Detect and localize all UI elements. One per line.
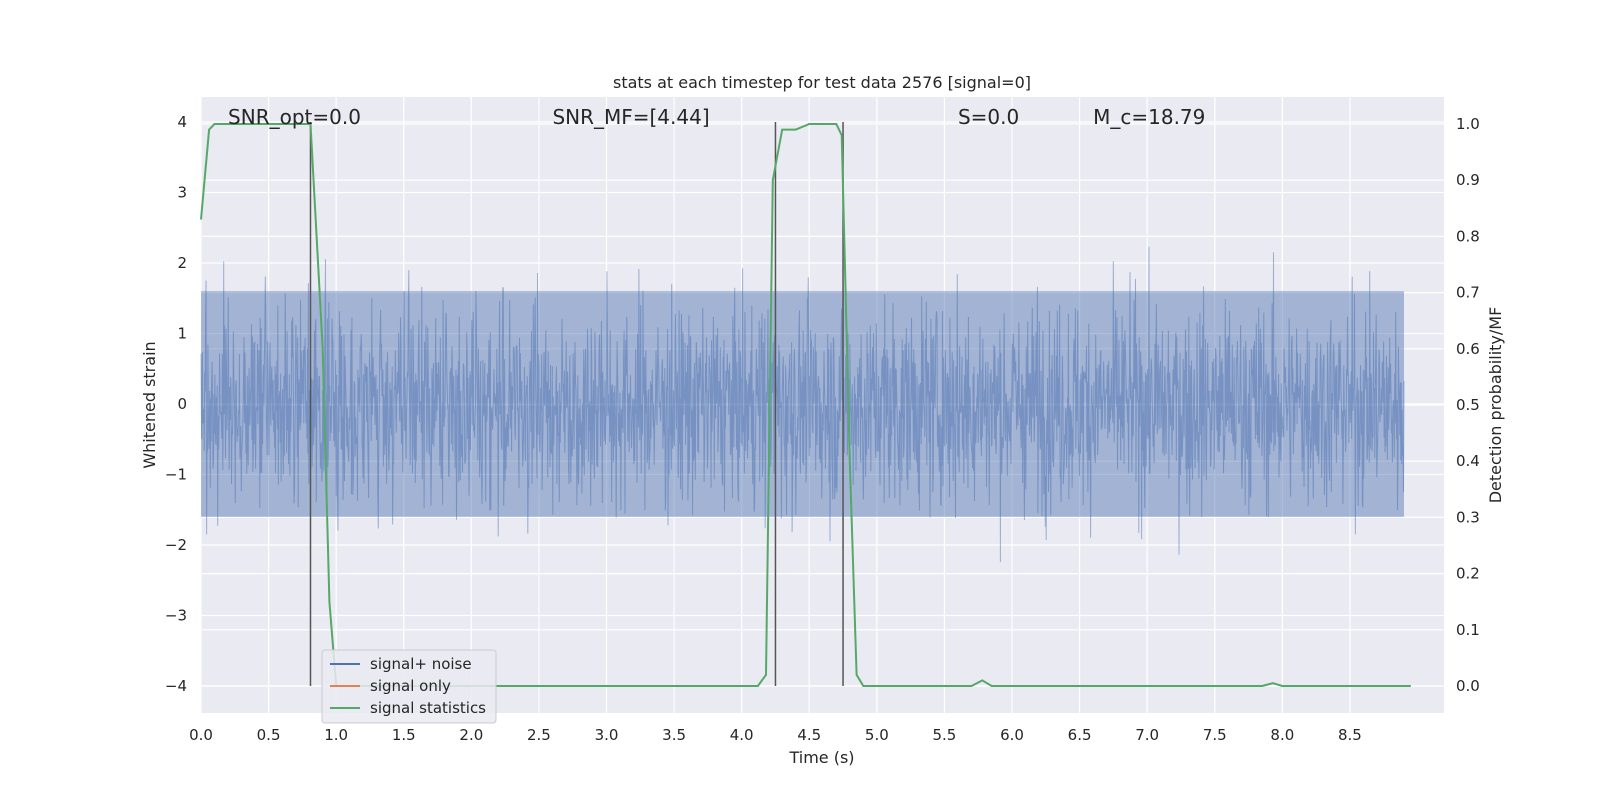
x-tick-labels: 0.0 0.5 1.0 1.5 2.0 2.5 3.0 3.5 4.0 4.5 5.0 5.5 6.0 6… — [189, 726, 1362, 744]
x-axis-label: Time (s) — [788, 748, 854, 767]
x-tick-label: 4.0 — [730, 726, 754, 744]
x-tick-label: 4.5 — [797, 726, 821, 744]
y2-tick-label: 0.1 — [1456, 621, 1480, 639]
annotation-mc: M_c=18.79 — [1093, 105, 1205, 129]
y2-tick-label: 0.3 — [1456, 508, 1480, 526]
y2-tick-label: 0.7 — [1456, 284, 1480, 302]
x-tick-label: 0.5 — [257, 726, 281, 744]
annotation-s: S=0.0 — [958, 105, 1019, 129]
x-tick-label: 8.5 — [1338, 726, 1362, 744]
y-tick-labels: 4 3 2 1 0 −1 −2 −3 −4 — [165, 113, 187, 695]
y-tick-label: 1 — [177, 325, 187, 343]
y2-tick-label: 0.9 — [1456, 171, 1480, 189]
x-tick-label: 7.5 — [1203, 726, 1227, 744]
x-tick-label: 8.0 — [1270, 726, 1294, 744]
annotations: SNR_opt=0.0 SNR_MF=[4.44] S=0.0 M_c=18.79 — [228, 105, 1205, 129]
x-tick-label: 7.0 — [1135, 726, 1159, 744]
y-tick-label: −4 — [165, 677, 187, 695]
x-tick-label: 6.0 — [1000, 726, 1024, 744]
y2-tick-labels: 1.0 0.9 0.8 0.7 0.6 0.5 0.4 0.3 0.2 0.1 0.0 — [1456, 115, 1480, 695]
statistics-line — [200, 123, 1411, 687]
legend-label-signal-noise: signal+ noise — [370, 655, 472, 673]
x-tick-label: 1.5 — [392, 726, 416, 744]
series-signal-noise — [200, 246, 1405, 563]
y-tick-label: −2 — [165, 536, 187, 554]
legend-label-signal-statistics: signal statistics — [370, 699, 486, 717]
x-tick-label: 1.0 — [324, 726, 348, 744]
y2-tick-label: 0.5 — [1456, 396, 1480, 414]
y-tick-label: 3 — [177, 184, 187, 202]
y2-tick-label: 0.2 — [1456, 565, 1480, 583]
y2-tick-label: 0.0 — [1456, 677, 1480, 695]
y2-tick-label: 0.8 — [1456, 227, 1480, 245]
noise-trace — [200, 246, 1405, 563]
x-tick-label: 2.0 — [459, 726, 483, 744]
legend-box — [321, 649, 497, 724]
x-tick-label: 0.0 — [189, 726, 213, 744]
x-tick-label: 5.5 — [932, 726, 956, 744]
y-tick-label: −1 — [165, 466, 187, 484]
y-axis-label: Whitened strain — [140, 341, 159, 468]
x-tick-label: 6.5 — [1068, 726, 1092, 744]
legend: signal+ noise signal only signal statist… — [321, 649, 497, 724]
y2-tick-label: 0.4 — [1456, 452, 1480, 470]
y2-tick-label: 1.0 — [1456, 115, 1480, 133]
x-tick-label: 3.0 — [595, 726, 619, 744]
annotation-snr-mf: SNR_MF=[4.44] — [552, 105, 709, 129]
series-signal-statistics — [200, 123, 1411, 687]
legend-label-signal-only: signal only — [370, 677, 451, 695]
x-tick-label: 2.5 — [527, 726, 551, 744]
y-tick-label: 2 — [177, 254, 187, 272]
x-tick-label: 3.5 — [662, 726, 686, 744]
y2-axis-label: Detection probability/MF — [1486, 307, 1505, 504]
y-tick-label: −3 — [165, 607, 187, 625]
noise-band — [201, 291, 1404, 517]
y-tick-label: 0 — [177, 395, 187, 413]
y-tick-label: 4 — [177, 113, 187, 131]
x-tick-label: 5.0 — [865, 726, 889, 744]
y2-tick-label: 0.6 — [1456, 340, 1480, 358]
annotation-snr-opt: SNR_opt=0.0 — [228, 105, 361, 129]
chart-title: stats at each timestep for test data 257… — [613, 73, 1031, 92]
